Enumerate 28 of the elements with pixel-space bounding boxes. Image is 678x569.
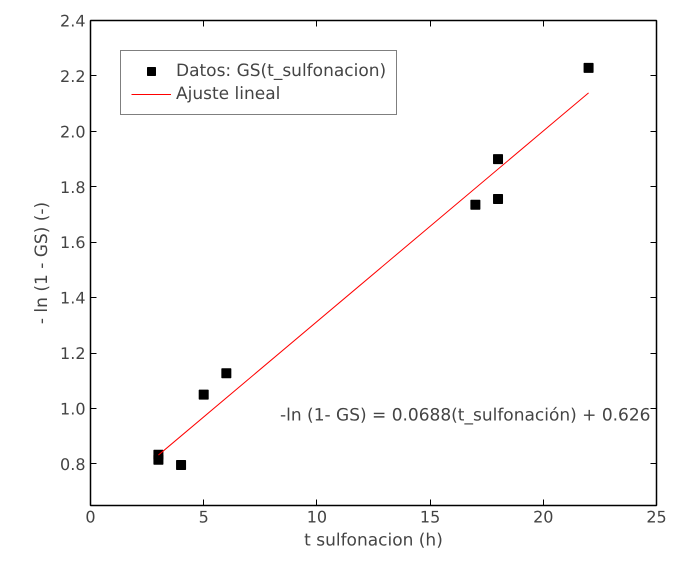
y-tick-label: 2.4 [60, 12, 86, 30]
x-tick-label: 0 [85, 508, 96, 526]
x-tick-label: 15 [420, 508, 440, 526]
point [198, 390, 209, 400]
y-tick-label: 1.2 [60, 344, 86, 364]
x-tick-label: 25 [646, 508, 667, 526]
x-tick-label: 20 [533, 508, 554, 526]
x-tick-label: 10 [306, 508, 328, 526]
point [584, 62, 594, 73]
x-axis-title: t sulfonacion (h) [304, 530, 443, 550]
y-tick-label: 1.8 [60, 178, 86, 197]
point [493, 154, 504, 164]
y-tick-label: 2.0 [60, 122, 86, 142]
legend-label: Ajuste lineal [176, 84, 280, 104]
point [176, 460, 186, 470]
y-tick-label: 1.4 [60, 288, 86, 308]
point [221, 368, 232, 378]
point [470, 200, 480, 210]
y-tick-label: 2.2 [60, 66, 86, 86]
y-tick-label: 1.6 [60, 233, 86, 252]
y-axis-title: - ln (1 - GS) (-) [32, 202, 52, 324]
point [493, 194, 504, 204]
y-tick-label: 1.0 [60, 400, 86, 418]
x-tick-label: 5 [198, 508, 209, 526]
y-tick-label: 0.8 [60, 454, 86, 474]
point [153, 454, 164, 465]
legend-label: Datos: GS(t_sulfonacion) [176, 61, 386, 81]
annotation: -ln (1- GS) = 0.0688(t_sulfonación) + 0.626 [280, 406, 651, 426]
